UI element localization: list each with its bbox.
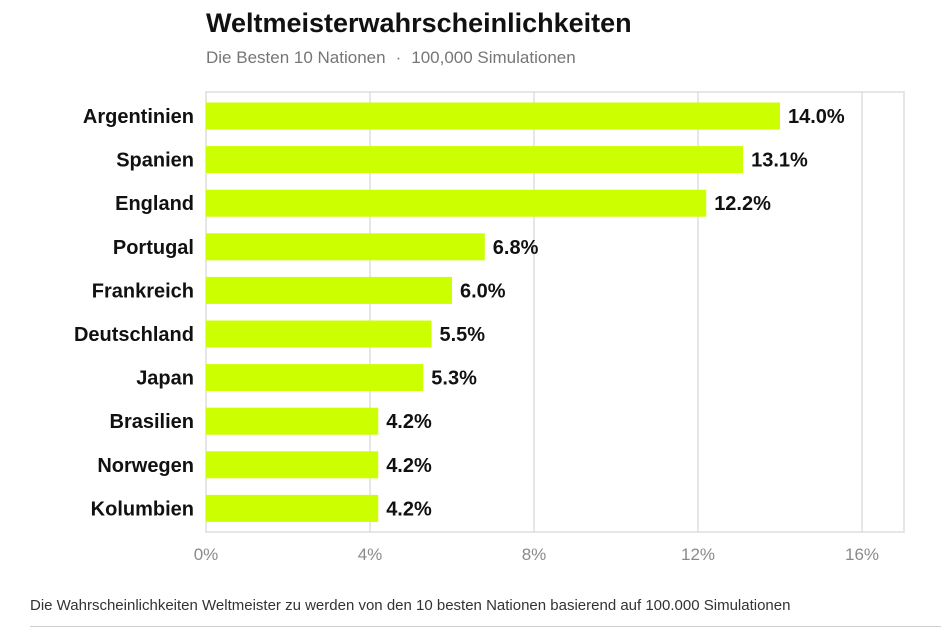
x-tick-label: 8%: [522, 545, 547, 564]
category-label: Portugal: [113, 237, 194, 259]
bar: [206, 320, 432, 348]
plot-frame: [205, 91, 905, 533]
chart-title: Weltmeisterwahrscheinlichkeiten: [206, 8, 632, 38]
x-tick-label: 16%: [845, 545, 879, 564]
value-label: 13.1%: [751, 150, 808, 172]
category-label: Deutschland: [74, 324, 194, 346]
bar: [206, 276, 452, 304]
value-label: 6.0%: [460, 280, 506, 302]
value-label: 6.8%: [493, 237, 539, 259]
category-label: Frankreich: [92, 280, 194, 302]
bar: [206, 146, 744, 174]
category-label: Argentinien: [83, 106, 194, 128]
caption-divider: [30, 626, 941, 627]
value-label: 12.2%: [714, 193, 771, 215]
value-label: 14.0%: [788, 106, 845, 128]
bar: [206, 233, 485, 261]
value-label: 5.3%: [431, 368, 477, 390]
category-label: England: [115, 193, 194, 215]
value-label: 4.2%: [386, 455, 432, 477]
chart-subtitle: Die Besten 10 Nationen · 100,000 Simulatio…: [206, 48, 576, 68]
x-tick-label: 12%: [681, 545, 715, 564]
subtitle-separator: ·: [395, 48, 402, 67]
subtitle-simulations: 100,000 Simulationen: [411, 48, 576, 67]
bar: [206, 189, 707, 217]
bar: [206, 494, 379, 522]
category-label: Japan: [136, 368, 194, 390]
bar: [206, 451, 379, 479]
category-label: Brasilien: [110, 411, 194, 433]
bar: [206, 407, 379, 435]
value-label: 5.5%: [440, 324, 486, 346]
bar: [206, 102, 780, 130]
category-label: Spanien: [116, 150, 194, 172]
x-tick-label: 0%: [194, 545, 219, 564]
category-label: Norwegen: [97, 455, 194, 477]
bar: [206, 364, 424, 392]
value-label: 4.2%: [386, 411, 432, 433]
subtitle-nations: Die Besten 10 Nationen: [206, 48, 386, 67]
x-tick-label: 4%: [358, 545, 383, 564]
category-label: Kolumbien: [91, 498, 194, 520]
chart-caption: Die Wahrscheinlichkeiten Weltmeister zu …: [30, 597, 791, 614]
value-label: 4.2%: [386, 498, 432, 520]
